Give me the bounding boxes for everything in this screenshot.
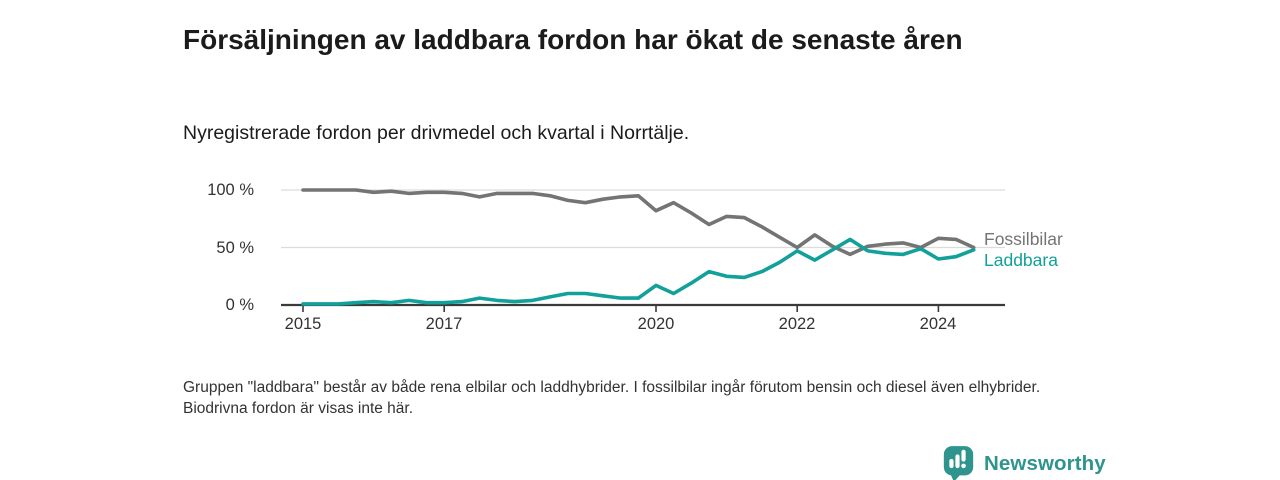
- chart-subtitle: Nyregistrerade fordon per drivmedel och …: [183, 122, 690, 144]
- chart-footnote: Gruppen "laddbara" består av både rena e…: [183, 379, 1041, 417]
- x-axis-tick-label-2015: 2015: [284, 315, 322, 333]
- y-axis-tick-label-50: 50 %: [216, 239, 254, 257]
- x-axis-tick-label-2020: 2020: [637, 315, 675, 333]
- x-axis-tick-label-2017: 2017: [425, 315, 463, 333]
- chart-title: Försäljningen av laddbara fordon har öka…: [183, 23, 963, 55]
- newsworthy-chart-bubble-icon: [943, 446, 974, 480]
- fossilbilar-line: [301, 188, 976, 257]
- legend-laddbara: Laddbara: [984, 250, 1058, 270]
- y-axis-tick-label-100: 100 %: [207, 181, 254, 199]
- laddbara-line: [301, 237, 976, 306]
- x-axis-tick-label-2024: 2024: [919, 315, 957, 333]
- newsworthy-branding: Newsworthy: [942, 444, 1106, 480]
- legend-fossilbilar: Fossilbilar: [984, 229, 1063, 249]
- newsworthy-wordmark: Newsworthy: [984, 451, 1106, 475]
- x-axis-tick-label-2022: 2022: [778, 315, 816, 333]
- y-axis-tick-label-0: 0 %: [225, 296, 254, 314]
